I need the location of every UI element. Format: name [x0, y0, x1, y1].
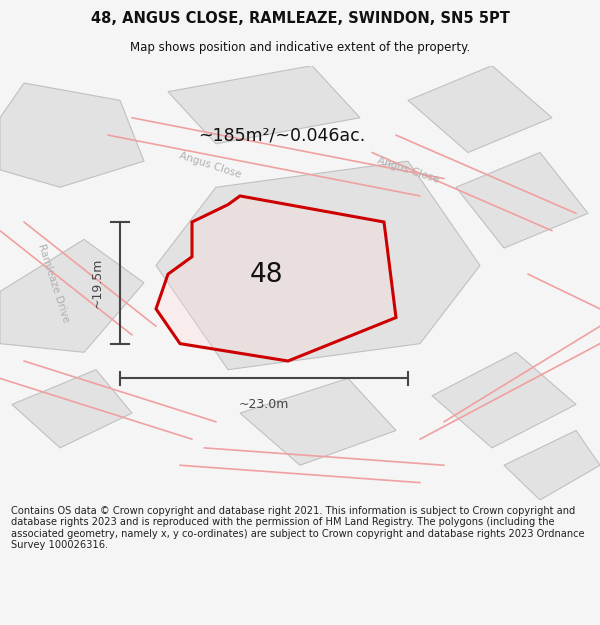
Text: Ramleaze Drive: Ramleaze Drive [37, 242, 71, 323]
Polygon shape [168, 66, 360, 144]
Polygon shape [432, 352, 576, 448]
Text: Contains OS data © Crown copyright and database right 2021. This information is : Contains OS data © Crown copyright and d… [11, 506, 584, 550]
Text: ~19.5m: ~19.5m [90, 258, 103, 308]
Polygon shape [156, 196, 396, 361]
Polygon shape [240, 378, 396, 465]
Polygon shape [504, 431, 600, 500]
Polygon shape [156, 161, 480, 369]
Text: Angus Close: Angus Close [178, 151, 242, 180]
Polygon shape [0, 239, 144, 352]
Polygon shape [12, 369, 132, 448]
Text: ~185m²/~0.046ac.: ~185m²/~0.046ac. [199, 126, 365, 144]
Text: 48: 48 [250, 262, 283, 288]
Polygon shape [408, 66, 552, 152]
Text: Angus Close: Angus Close [376, 155, 440, 184]
Text: 48, ANGUS CLOSE, RAMLEAZE, SWINDON, SN5 5PT: 48, ANGUS CLOSE, RAMLEAZE, SWINDON, SN5 … [91, 11, 509, 26]
Text: Map shows position and indicative extent of the property.: Map shows position and indicative extent… [130, 41, 470, 54]
Polygon shape [0, 83, 144, 188]
Text: ~23.0m: ~23.0m [239, 398, 289, 411]
Polygon shape [456, 152, 588, 248]
